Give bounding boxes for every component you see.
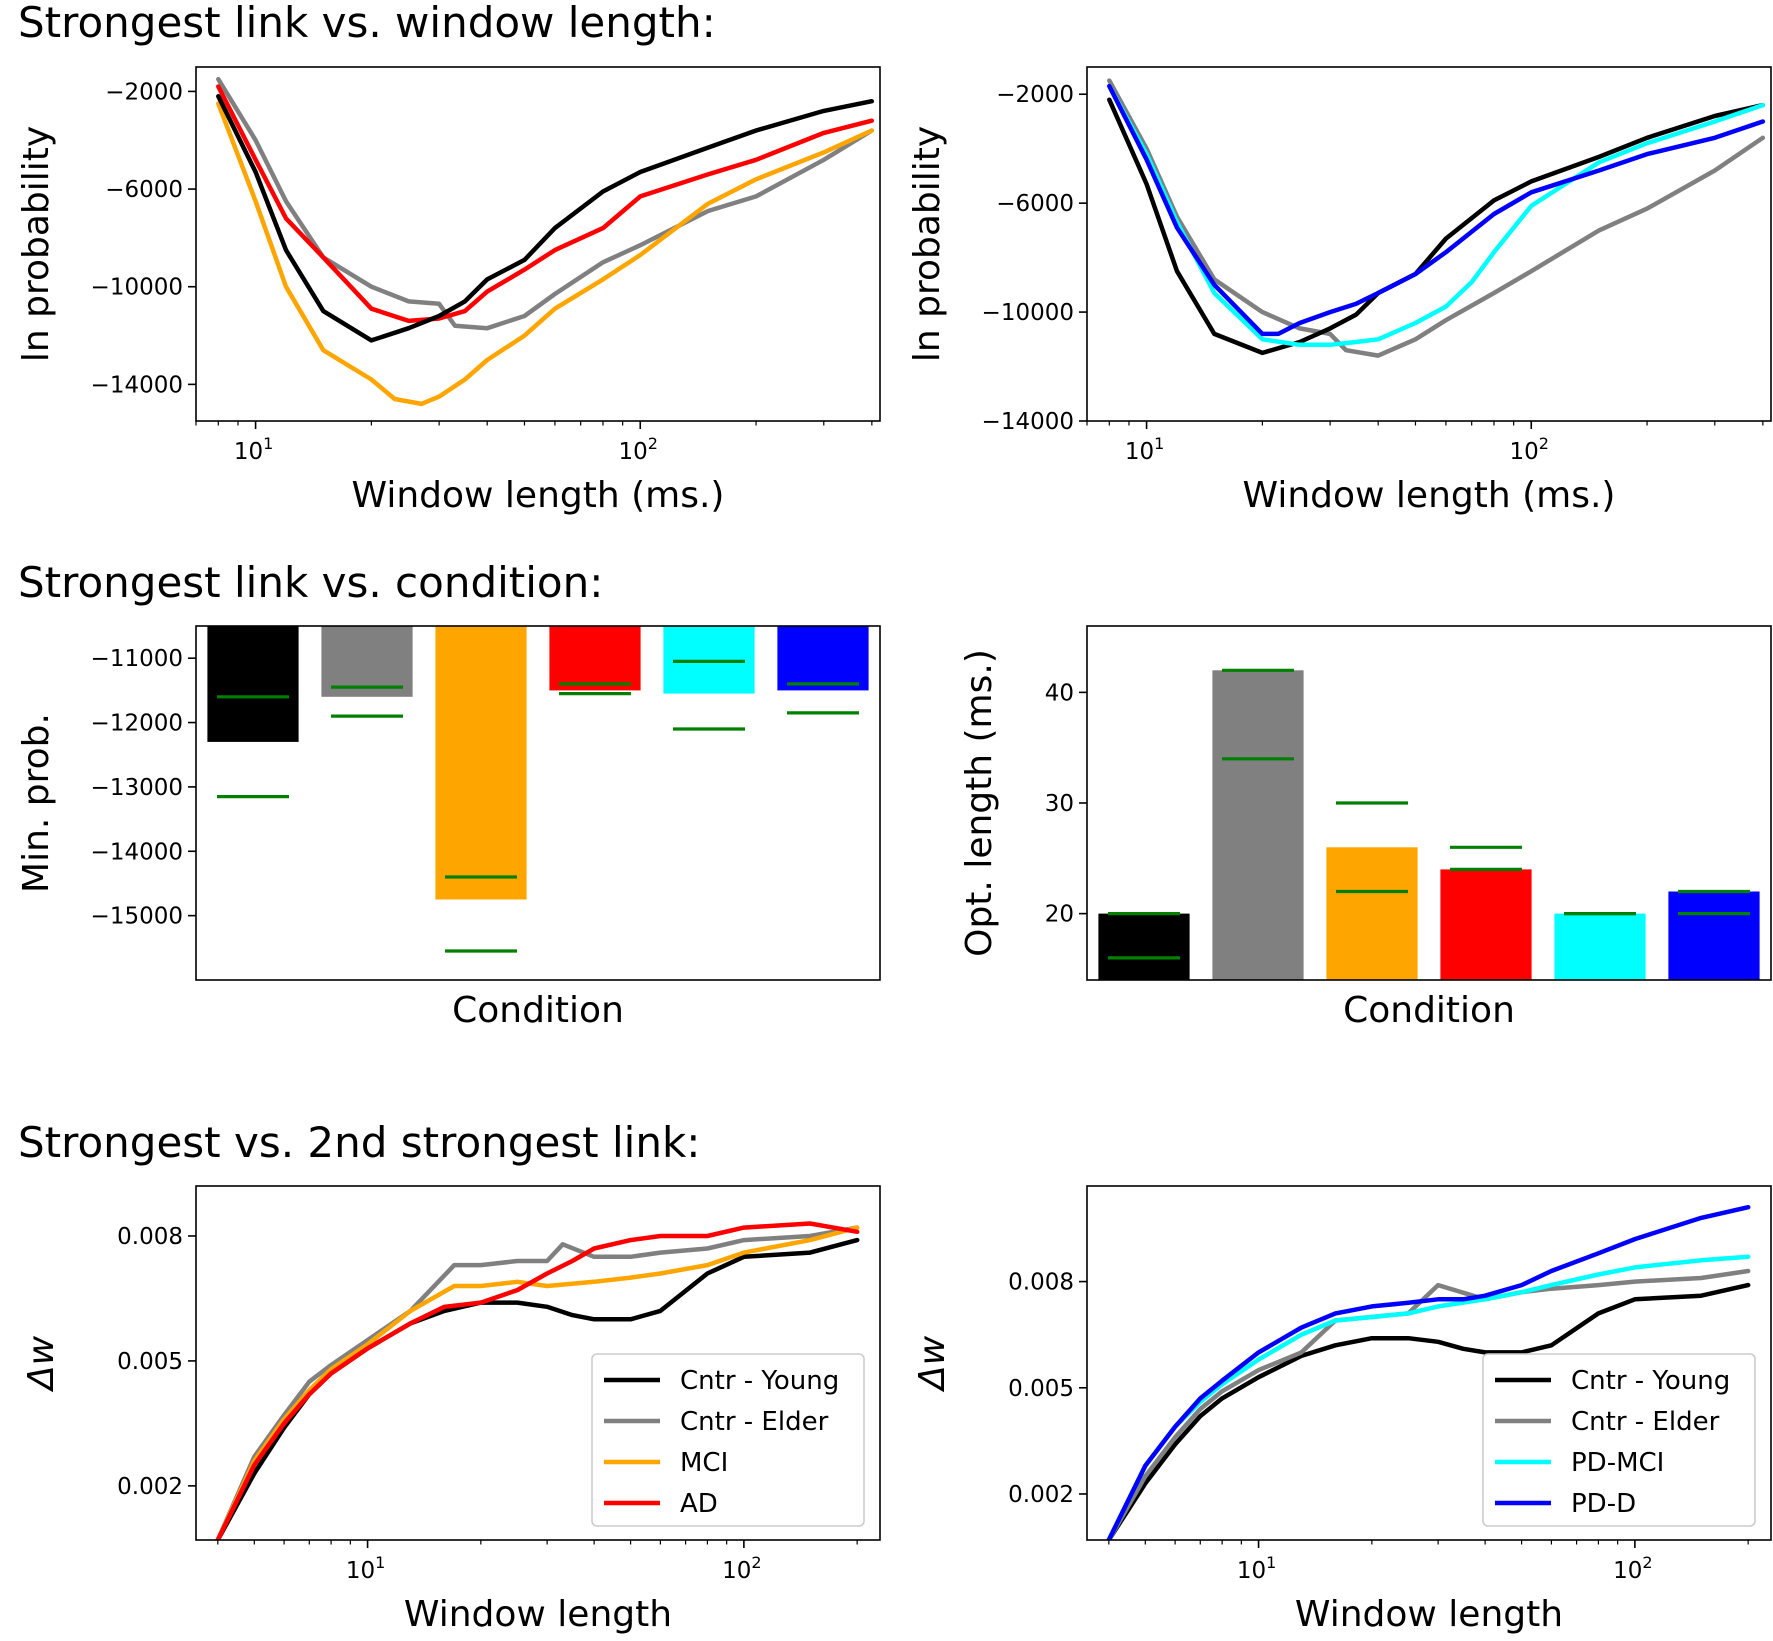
- x-tick-label: 102: [619, 434, 658, 465]
- legend-label: AD: [680, 1489, 718, 1519]
- x-tick-label: 101: [1237, 1553, 1276, 1584]
- bar-pd-mci: [663, 626, 755, 694]
- legend-box: [591, 1353, 865, 1527]
- y-tick-label: −12000: [91, 711, 183, 737]
- series-line-cntr-elder: [1107, 78, 1766, 358]
- bar-pd-mci: [1554, 913, 1646, 980]
- x-tick-label: 101: [346, 1553, 385, 1584]
- legend: Cntr - Young Cntr - Elder MCI AD: [591, 1353, 865, 1527]
- y-axis-label: Δw: [21, 1335, 62, 1393]
- y-axis-label: Δw: [912, 1335, 953, 1393]
- y-axis-label: Min. prob.: [16, 713, 57, 893]
- x-tick-label: 102: [722, 1553, 761, 1584]
- series-line-cntr-young: [1106, 1282, 1751, 1540]
- section-title-delta: Strongest vs. 2nd strongest link:: [18, 1118, 701, 1167]
- x-axis-label: Window length (ms.): [1243, 475, 1616, 516]
- bar-cntr-young: [207, 626, 299, 742]
- plot-area: [215, 1221, 860, 1540]
- x-axis-label: Condition: [1343, 990, 1515, 1031]
- axes-frame: [1086, 66, 1772, 422]
- series-line-pd-d: [1107, 83, 1766, 337]
- axes-frame: [195, 66, 881, 422]
- y-tick-label: 40: [1045, 680, 1074, 706]
- y-tick-label: 0.002: [117, 1474, 183, 1500]
- y-tick-label: −14000: [91, 839, 183, 865]
- y-tick-label: −2000: [996, 82, 1074, 108]
- y-tick-label: 0.005: [1008, 1376, 1074, 1402]
- y-tick-label: −15000: [91, 904, 183, 930]
- section-title-window: Strongest link vs. window length:: [18, 0, 716, 47]
- y-tick-label: 0.008: [117, 1224, 183, 1250]
- bar-pd-d: [1668, 891, 1760, 980]
- chart-p6: 0.002 0.005 0.008 101 102 Window length Δw Cntr…: [912, 1185, 1772, 1635]
- y-tick-label: 30: [1045, 791, 1074, 817]
- series-line-mci: [215, 1225, 860, 1540]
- bar-cntr-elder: [321, 626, 413, 697]
- y-tick-label: −13000: [91, 775, 183, 801]
- bar-ad: [1440, 869, 1532, 980]
- y-axis-label: ln probability: [907, 126, 948, 362]
- x-tick-label: 101: [1125, 434, 1164, 465]
- series-line-pd-d: [1106, 1204, 1751, 1540]
- y-tick-label: −10000: [982, 300, 1074, 326]
- bar-mci: [1326, 847, 1418, 980]
- axes-frame: [195, 625, 881, 981]
- axes-frame: [195, 1185, 881, 1541]
- x-axis-label: Window length: [1295, 1594, 1563, 1635]
- section-title-condition: Strongest link vs. condition:: [18, 558, 604, 607]
- y-tick-label: −14000: [91, 372, 183, 398]
- legend: Cntr - Young Cntr - Elder PD-MCI PD-D: [1482, 1353, 1756, 1527]
- y-tick-label: 0.005: [117, 1349, 183, 1375]
- bar-cntr-elder: [1212, 670, 1304, 980]
- axes-frame: [1086, 1185, 1772, 1541]
- plot-area: [1106, 1204, 1751, 1540]
- y-tick-label: 0.008: [1008, 1270, 1074, 1296]
- legend-label: Cntr - Elder: [680, 1407, 829, 1437]
- y-axis-label: Opt. length (ms.): [959, 649, 1000, 957]
- series-line-pd-mci: [1107, 83, 1766, 348]
- x-axis-label: Window length: [404, 1594, 672, 1635]
- plot-area: [1107, 78, 1766, 358]
- plot-area: [207, 626, 869, 953]
- y-tick-label: 20: [1045, 902, 1074, 928]
- y-axis-label: ln probability: [16, 126, 57, 362]
- series-line-ad: [216, 84, 875, 324]
- series-line-cntr-young: [216, 94, 875, 343]
- y-tick-label: −10000: [91, 275, 183, 301]
- y-tick-label: −2000: [105, 79, 183, 105]
- chart-p4: 20 30 40 Condition Opt. length (ms.): [959, 625, 1772, 1031]
- series-line-mci: [216, 101, 875, 407]
- legend-label: Cntr - Young: [680, 1366, 839, 1396]
- bar-cntr-young: [1098, 913, 1190, 980]
- legend-label: MCI: [680, 1448, 728, 1478]
- x-tick-label: 101: [234, 434, 273, 465]
- legend-box: [1482, 1353, 1756, 1527]
- plot-area: [1098, 668, 1760, 980]
- series-line-ad: [215, 1221, 860, 1540]
- chart-p1: −2000 −6000 −10000 −14000 101 102 Window lengt…: [16, 66, 881, 516]
- y-tick-label: −14000: [982, 409, 1074, 435]
- legend-label: PD-D: [1571, 1489, 1636, 1519]
- chart-p2: −2000 −6000 −10000 −14000 101 102 Window lengt…: [907, 66, 1772, 516]
- series-line-cntr-elder: [216, 76, 875, 331]
- x-tick-label: 102: [1613, 1553, 1652, 1584]
- legend-label: Cntr - Young: [1571, 1366, 1730, 1396]
- x-axis-label: Window length (ms.): [352, 475, 725, 516]
- x-tick-label: 102: [1510, 434, 1549, 465]
- chart-p3: −11000 −12000 −13000 −14000 −15000 Condition M…: [16, 625, 881, 1031]
- y-tick-label: −6000: [996, 191, 1074, 217]
- y-tick-label: −11000: [91, 646, 183, 672]
- legend-label: PD-MCI: [1571, 1448, 1664, 1478]
- legend-label: Cntr - Elder: [1571, 1407, 1720, 1437]
- bar-ad: [549, 626, 641, 691]
- chart-p5: 0.002 0.005 0.008 101 102 Window length Δw Cntr…: [21, 1185, 881, 1635]
- bar-pd-d: [777, 626, 869, 691]
- y-tick-label: 0.002: [1008, 1482, 1074, 1508]
- y-tick-label: −6000: [105, 177, 183, 203]
- series-line-cntr-elder: [215, 1225, 860, 1540]
- x-axis-label: Condition: [452, 990, 624, 1031]
- bar-mci: [435, 626, 527, 900]
- plot-area: [216, 76, 875, 407]
